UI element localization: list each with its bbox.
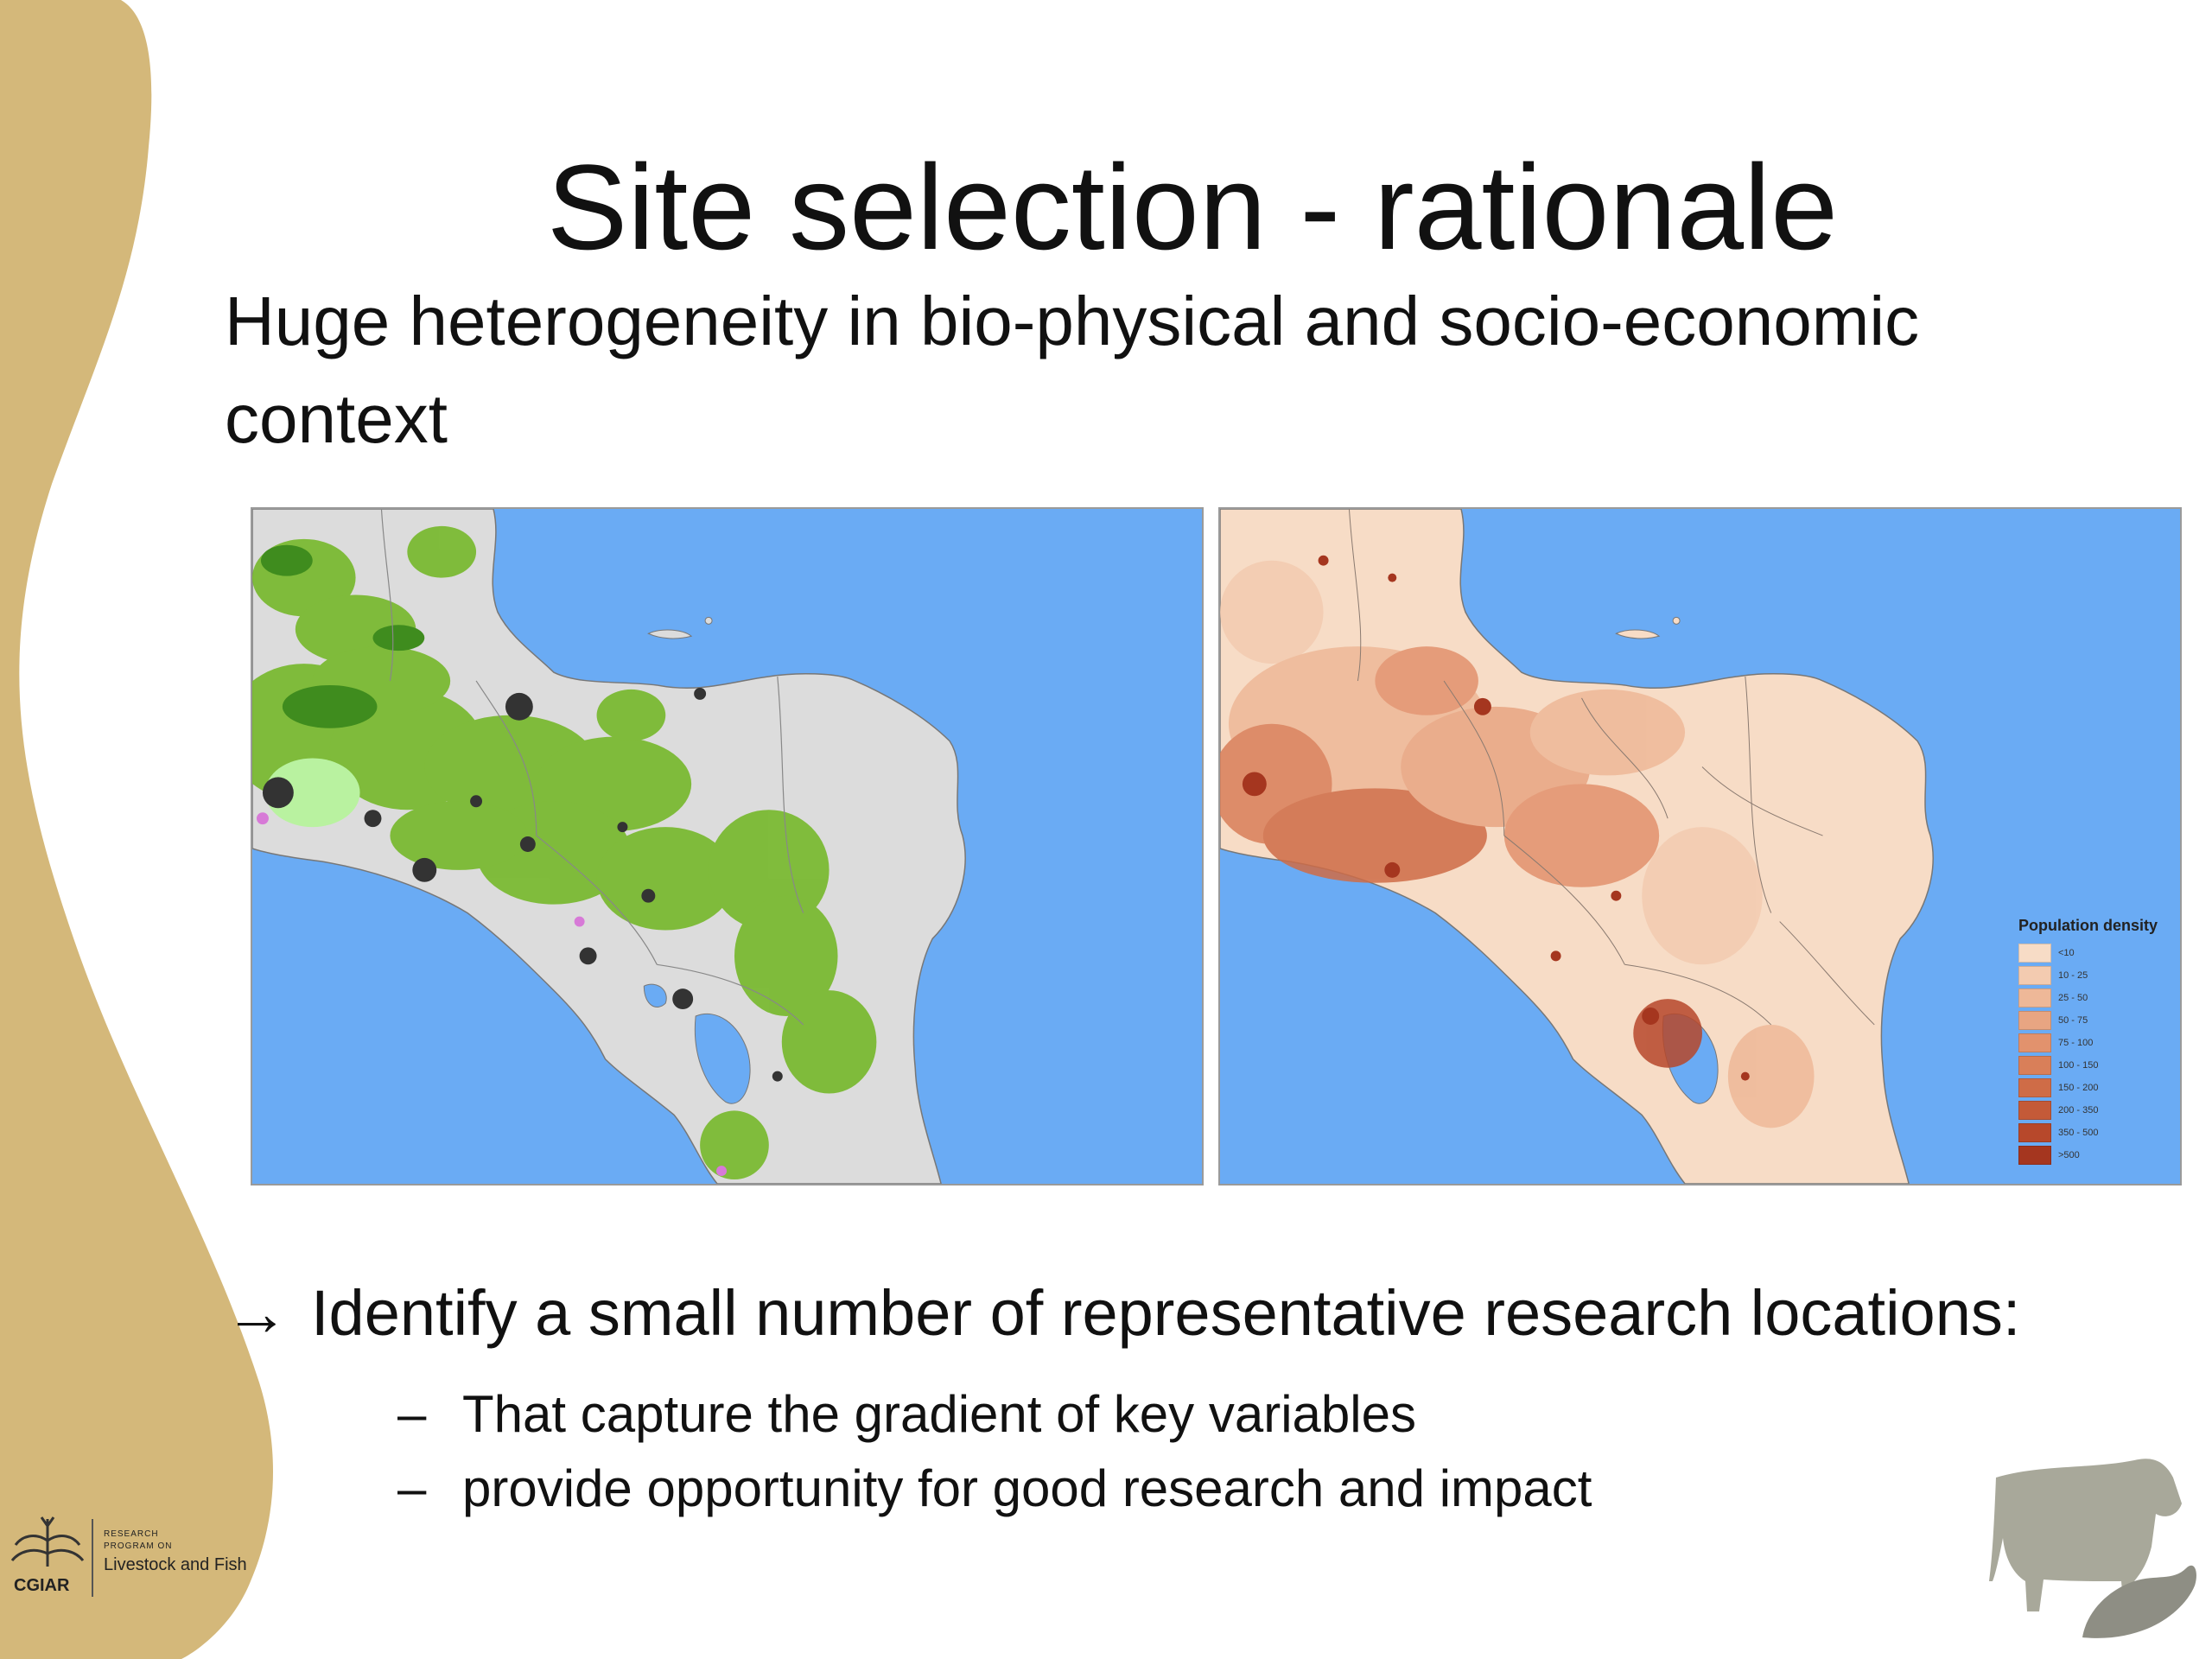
legend-title: Population density — [2018, 917, 2158, 934]
legend-item: >500 — [2018, 1144, 2158, 1166]
land-cover-map — [251, 507, 1204, 1185]
arrow-right-icon: → — [225, 1277, 289, 1349]
legend-label: 10 - 25 — [2057, 970, 2088, 981]
legend-item: 350 - 500 — [2018, 1122, 2158, 1144]
legend-item: 150 - 200 — [2018, 1077, 2158, 1099]
legend-label: 200 - 350 — [2057, 1105, 2099, 1116]
cgiar-logo: CGIAR RESEARCH PROGRAM ON Livestock and … — [5, 1510, 256, 1605]
page-title: Site selection - rationale — [546, 139, 1839, 275]
legend-label: 100 - 150 — [2057, 1060, 2099, 1071]
legend-item: 200 - 350 — [2018, 1099, 2158, 1122]
legend-swatch — [2018, 1078, 2051, 1097]
legend-swatch — [2018, 988, 2051, 1007]
legend-swatch — [2018, 1101, 2051, 1120]
subtitle: Huge heterogeneity in bio-physical and s… — [225, 283, 1920, 457]
cgiar-wordmark: CGIAR — [14, 1576, 70, 1595]
decorative-side-band — [0, 0, 274, 1659]
cow-fish-icon — [1989, 1459, 2196, 1638]
legend-item: 10 - 25 — [2018, 964, 2158, 987]
sub-point-item: – provide opportunity for good research a… — [397, 1459, 1592, 1517]
legend-swatch — [2018, 1033, 2051, 1052]
legend-swatch — [2018, 1056, 2051, 1075]
legend-label: 150 - 200 — [2057, 1083, 2099, 1093]
logo-divider — [92, 1519, 93, 1597]
legend-item: 100 - 150 — [2018, 1054, 2158, 1077]
legend-label: 75 - 100 — [2057, 1038, 2094, 1048]
legend-swatch — [2018, 944, 2051, 963]
program-line1: RESEARCH — [104, 1529, 159, 1539]
legend-item: <10 — [2018, 942, 2158, 964]
program-name: Livestock and Fish — [104, 1555, 247, 1574]
legend-swatch — [2018, 1146, 2051, 1165]
legend-swatch — [2018, 966, 2051, 985]
legend-swatch — [2018, 1011, 2051, 1030]
legend-label: 50 - 75 — [2057, 1015, 2088, 1026]
legend-label: >500 — [2057, 1150, 2080, 1160]
program-line2: PROGRAM ON — [104, 1541, 173, 1551]
legend-label: 25 - 50 — [2057, 993, 2088, 1003]
sub-point-text: provide opportunity for good research an… — [462, 1459, 1592, 1517]
sub-point-item: – That capture the gradient of key variab… — [397, 1385, 1416, 1443]
sub-point-list: – That capture the gradient of key variab… — [397, 1377, 1592, 1526]
main-point-text: Identify a small number of representativ… — [311, 1277, 2021, 1349]
population-density-legend: Population density <10 10 - 25 25 - 50 50 -… — [2012, 912, 2164, 1172]
legend-item: 50 - 75 — [2018, 1009, 2158, 1032]
sub-point-text: That capture the gradient of key variabl… — [462, 1385, 1416, 1443]
main-point: → Identify a small number of representati… — [225, 1270, 2020, 1357]
legend-label: <10 — [2057, 948, 2075, 958]
wheat-icon — [10, 1516, 85, 1567]
legend-swatch — [2018, 1123, 2051, 1142]
legend-item: 75 - 100 — [2018, 1032, 2158, 1054]
legend-item: 25 - 50 — [2018, 987, 2158, 1009]
population-density-map: Population density <10 10 - 25 25 - 50 50 -… — [1218, 507, 2182, 1185]
legend-label: 350 - 500 — [2057, 1128, 2099, 1138]
